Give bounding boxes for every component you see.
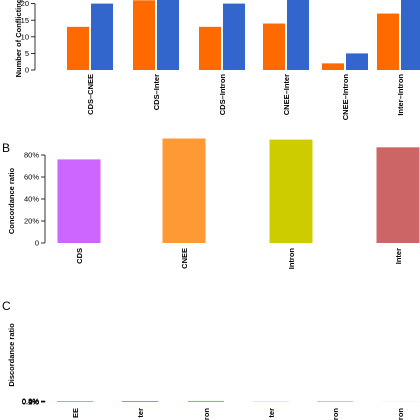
panel-c-bar — [188, 400, 224, 402]
panel-a-bar — [133, 0, 155, 71]
panel-b-y-tick-label: 60% — [24, 173, 39, 182]
panel-a-y-tick-label: 20 — [21, 0, 29, 8]
panel-c-letter: C — [2, 299, 11, 313]
panel-a-x-labels: CDS–CNEE CDS–Inter CDS–Intron CNEE–Inter CNE… — [86, 74, 405, 121]
panel-b-x-labels: CDS CNEE Intron Inter — [75, 248, 403, 270]
panel-b-x-label: CDS — [75, 248, 84, 264]
panel-a-bar — [91, 3, 113, 71]
panel-c-x-label: EE — [71, 408, 80, 418]
panel-c-x-label: ron — [396, 408, 405, 420]
panel-b-letter: B — [2, 141, 10, 155]
panel-a-bar — [263, 23, 285, 70]
panel-b-x-label: Intron — [287, 248, 296, 270]
panel-b-y-tick-label: 80% — [24, 151, 39, 160]
panel-a-y-axis-title: Number of Conflicting — [14, 0, 23, 77]
panel-c-y-tick-label: 0.4% — [22, 397, 39, 406]
panel-a-bar — [67, 26, 89, 70]
panel-a-bar — [401, 0, 420, 70]
panel-b-y-axis-title: Concordance ratio — [7, 167, 16, 234]
panel-c-bar — [122, 401, 158, 402]
panel-b-bar — [57, 159, 101, 243]
panel-a-bar — [223, 3, 245, 71]
panel-a-bars — [67, 0, 420, 71]
panel-a-y-ticks: 0 5 10 15 20 — [21, 0, 36, 75]
panel-a-bar — [199, 26, 221, 70]
panel-a-bar — [322, 63, 344, 70]
panel-c-x-label: ron — [331, 408, 340, 420]
panel-b-y-tick-label: 0 — [35, 239, 39, 248]
panel-b-y-ticks: 0 20% 40% 60% 80% — [24, 151, 46, 248]
panel-b-x-label: Inter — [394, 248, 403, 264]
panel-b-bar — [162, 138, 206, 243]
panel-b-y-tick-label: 20% — [24, 217, 39, 226]
panel-c-y-ticks: 0.00.2%0.4%0.6%0.8% — [22, 397, 46, 407]
panel-a-x-label: CNEE–Intron — [341, 74, 350, 121]
panel-c-x-labels: EE ter ron ter ron ron — [71, 408, 405, 420]
panel-b-concordance-bar-chart: B Concordance ratio 0 20% 40% 60% 80% CDS CNE… — [2, 138, 420, 270]
panel-a-y-tick-label: 10 — [21, 32, 29, 41]
panel-c-y-tick-label: 0.8% — [22, 397, 39, 406]
panel-b-bar — [376, 147, 420, 243]
panel-a-bar — [346, 53, 368, 70]
panel-c-x-label: ter — [267, 408, 276, 418]
panel-c-discordance-bar-chart: C Discordance ratio 0.00.2%0.4%0.6%0.8% … — [2, 299, 418, 420]
panel-c-bar — [57, 401, 93, 402]
panel-b-bars — [57, 138, 420, 243]
panel-c-x-label: ter — [136, 408, 145, 418]
panel-a-y-tick-label: 0 — [25, 66, 29, 75]
panel-a-x-label: CNEE–Inter — [282, 74, 291, 115]
panel-a-y-tick-label: 15 — [21, 16, 29, 25]
panel-c-y-tick-label: 0.6% — [22, 397, 39, 406]
panel-a-y-tick-label: 5 — [25, 49, 29, 58]
panel-a-bar — [287, 0, 309, 70]
panel-a-bar — [157, 0, 179, 70]
panel-c-x-label: ron — [202, 408, 211, 420]
panel-a-x-label: CDS–CNEE — [86, 74, 95, 115]
panel-b-y-tick-label: 40% — [24, 195, 39, 204]
panel-c-y-tick-label: 0.2% — [22, 397, 39, 406]
panel-c-y-tick-label: 0.0 — [29, 398, 39, 407]
panel-a-x-label: Inter–Intron — [396, 74, 405, 116]
panel-a-x-label: CDS–Intron — [218, 74, 227, 116]
panel-b-x-label: CNEE — [180, 248, 189, 269]
panel-a-bar — [377, 13, 399, 71]
panel-b-bar — [269, 139, 313, 243]
panel-a-x-label: CDS–Inter — [152, 74, 161, 110]
panel-c-y-axis-title: Discordance ratio — [7, 323, 16, 387]
panel-c-bars — [57, 400, 418, 402]
